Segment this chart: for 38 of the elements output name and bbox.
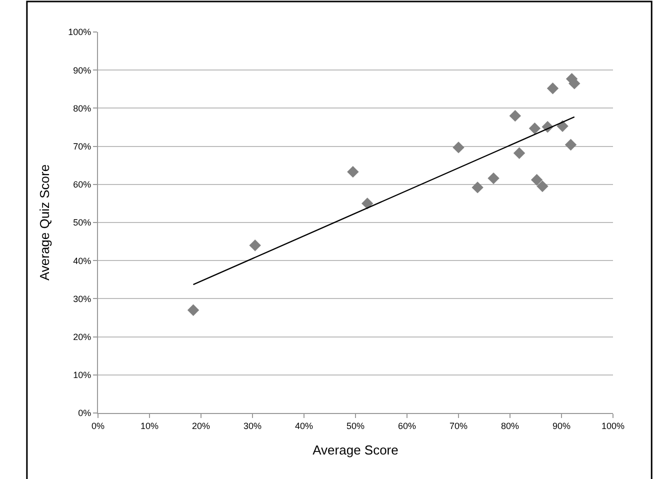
x-tick-label: 70% <box>449 420 468 431</box>
point <box>187 304 200 316</box>
point <box>530 174 543 186</box>
y-tick-label: 50% <box>73 218 92 228</box>
point <box>513 147 526 160</box>
y-tick-label: 60% <box>73 180 92 190</box>
x-axis-title: Average Score <box>312 442 398 458</box>
y-tick-label: 100% <box>68 27 92 38</box>
y-tick-label: 30% <box>73 294 92 304</box>
point <box>528 122 541 134</box>
point <box>362 198 374 210</box>
x-tick-label: 50% <box>346 420 365 431</box>
y-axis-title: Average Quiz Score <box>37 164 52 281</box>
x-tick-label: 20% <box>192 420 210 431</box>
point <box>546 82 559 94</box>
x-tick-label: 0% <box>91 420 105 431</box>
point <box>536 180 548 192</box>
x-tick-label: 40% <box>294 420 314 431</box>
y-tick-label: 0% <box>78 408 92 418</box>
y-tick-label: 70% <box>73 141 92 152</box>
point <box>452 142 464 154</box>
y-tick-label: 40% <box>73 256 92 266</box>
x-tick-label: 90% <box>552 420 571 431</box>
x-tick-label: 30% <box>243 420 262 431</box>
x-tick-label: 100% <box>601 420 625 431</box>
y-tick-label: 80% <box>73 103 92 114</box>
point <box>249 240 261 252</box>
y-tick-label: 20% <box>73 332 92 342</box>
x-tick-label: 80% <box>500 420 520 431</box>
point <box>347 166 359 178</box>
point <box>564 138 577 151</box>
point <box>488 172 500 184</box>
x-tick-label: 60% <box>398 420 416 431</box>
y-tick-label: 10% <box>73 370 92 380</box>
x-tick-label: 10% <box>140 420 159 431</box>
point <box>509 110 521 122</box>
point <box>472 182 484 194</box>
y-tick-label: 90% <box>73 65 92 76</box>
